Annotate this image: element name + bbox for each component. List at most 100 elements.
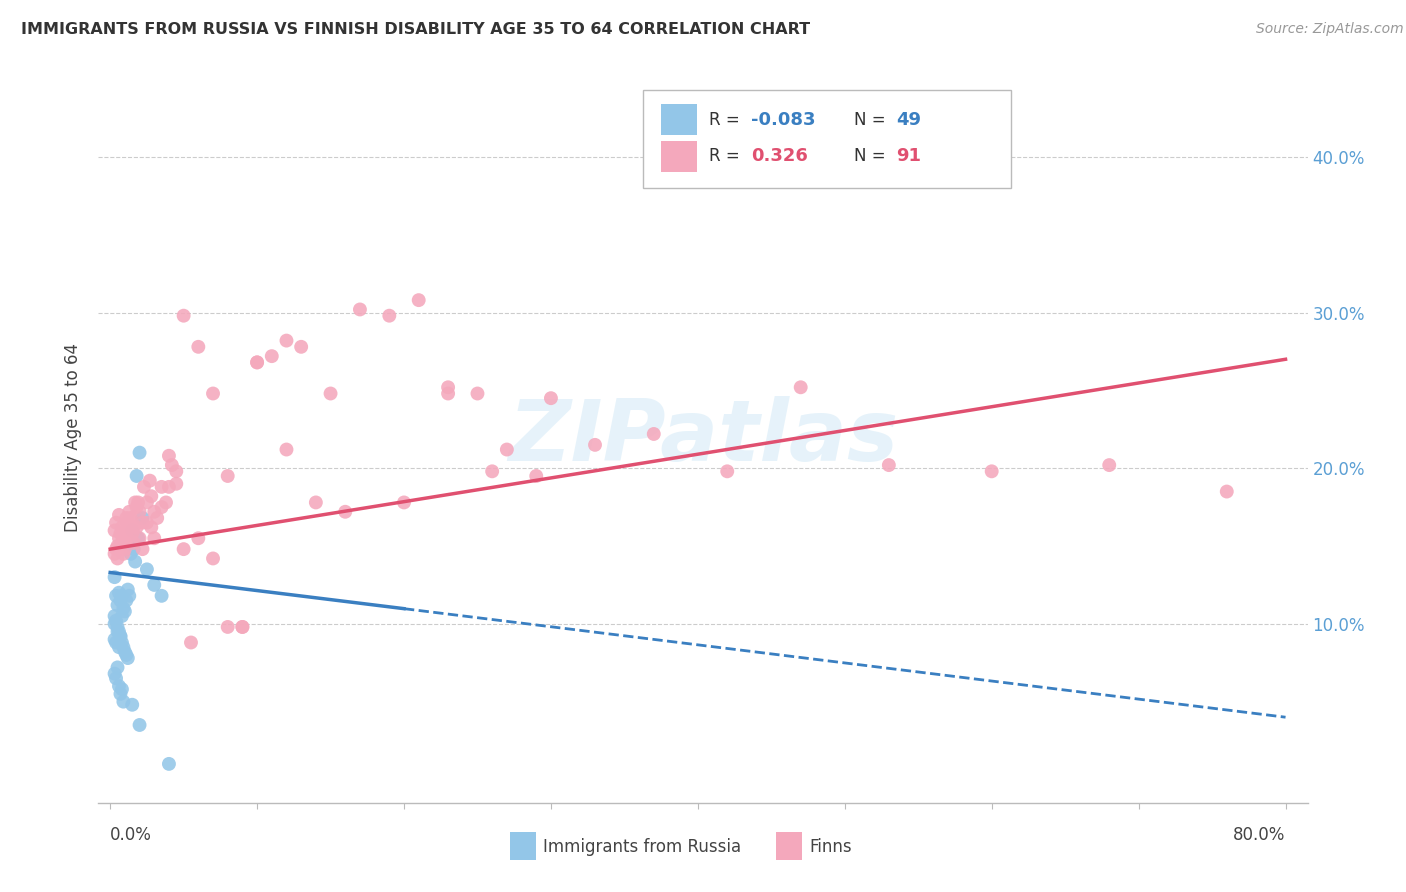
Point: [495, 442, 517, 457]
Point: [319, 386, 342, 401]
Point: [246, 355, 269, 369]
Point: [114, 645, 136, 659]
Point: [290, 340, 312, 354]
Point: [524, 469, 547, 483]
Point: [110, 542, 132, 557]
Point: [107, 598, 129, 612]
Point: [115, 511, 138, 525]
Point: [117, 531, 139, 545]
Point: [540, 391, 562, 405]
Point: [110, 593, 132, 607]
Point: [121, 526, 143, 541]
Point: [1216, 484, 1239, 499]
Point: [112, 601, 135, 615]
Point: [231, 620, 253, 634]
Point: [125, 520, 148, 534]
FancyBboxPatch shape: [661, 104, 697, 135]
FancyBboxPatch shape: [643, 90, 1011, 188]
Point: [115, 593, 138, 607]
Point: [131, 542, 153, 557]
Point: [111, 536, 134, 550]
Point: [111, 682, 134, 697]
Point: [143, 578, 166, 592]
Text: 0.326: 0.326: [751, 147, 808, 165]
Point: [378, 309, 401, 323]
Point: [108, 640, 131, 655]
Point: [111, 635, 134, 649]
Text: Source: ZipAtlas.com: Source: ZipAtlas.com: [1256, 22, 1403, 37]
Point: [108, 585, 131, 599]
Point: [117, 516, 139, 530]
Text: 49: 49: [897, 111, 921, 128]
Point: [103, 524, 125, 538]
Point: [105, 635, 128, 649]
Point: [135, 516, 157, 530]
Point: [108, 679, 131, 693]
Point: [408, 293, 430, 307]
Point: [150, 589, 173, 603]
Point: [437, 386, 460, 401]
Point: [349, 302, 371, 317]
Point: [103, 632, 125, 647]
Point: [231, 620, 253, 634]
Text: N =: N =: [855, 147, 891, 165]
FancyBboxPatch shape: [661, 141, 697, 171]
Text: 0.0%: 0.0%: [110, 826, 152, 844]
Text: IMMIGRANTS FROM RUSSIA VS FINNISH DISABILITY AGE 35 TO 64 CORRELATION CHART: IMMIGRANTS FROM RUSSIA VS FINNISH DISABI…: [21, 22, 810, 37]
Point: [143, 505, 166, 519]
Point: [114, 542, 136, 557]
Point: [128, 531, 150, 545]
Point: [132, 480, 155, 494]
Text: 80.0%: 80.0%: [1233, 826, 1285, 844]
Point: [1098, 458, 1121, 472]
Point: [124, 495, 146, 509]
Point: [173, 309, 195, 323]
Point: [103, 609, 125, 624]
Point: [157, 756, 180, 771]
Point: [173, 542, 195, 557]
Point: [108, 508, 131, 522]
Point: [160, 458, 183, 472]
Point: [127, 495, 149, 509]
Point: [114, 604, 136, 618]
Point: [110, 526, 132, 541]
Point: [107, 539, 129, 553]
Point: [246, 355, 269, 369]
Point: [115, 526, 138, 541]
Point: [122, 542, 145, 557]
Point: [643, 427, 665, 442]
Point: [131, 516, 153, 530]
Point: [155, 495, 177, 509]
Text: -0.083: -0.083: [751, 111, 815, 128]
Text: 91: 91: [897, 147, 921, 165]
FancyBboxPatch shape: [509, 832, 536, 860]
Point: [117, 582, 139, 597]
Point: [105, 589, 128, 603]
Point: [141, 520, 163, 534]
Point: [128, 505, 150, 519]
Point: [125, 500, 148, 515]
Point: [108, 531, 131, 545]
Point: [111, 609, 134, 624]
Point: [118, 505, 141, 519]
Point: [105, 542, 128, 557]
Text: R =: R =: [709, 111, 745, 128]
Text: N =: N =: [855, 111, 891, 128]
Point: [305, 495, 328, 509]
Point: [105, 516, 128, 530]
Point: [583, 438, 606, 452]
Point: [157, 449, 180, 463]
Point: [150, 500, 173, 515]
Point: [157, 480, 180, 494]
Point: [103, 570, 125, 584]
Text: Finns: Finns: [810, 838, 852, 855]
Point: [143, 531, 166, 545]
Point: [150, 480, 173, 494]
Point: [877, 458, 900, 472]
Point: [107, 660, 129, 674]
Point: [165, 464, 187, 478]
Point: [276, 334, 298, 348]
Point: [112, 531, 135, 545]
Point: [165, 476, 187, 491]
Point: [121, 524, 143, 538]
